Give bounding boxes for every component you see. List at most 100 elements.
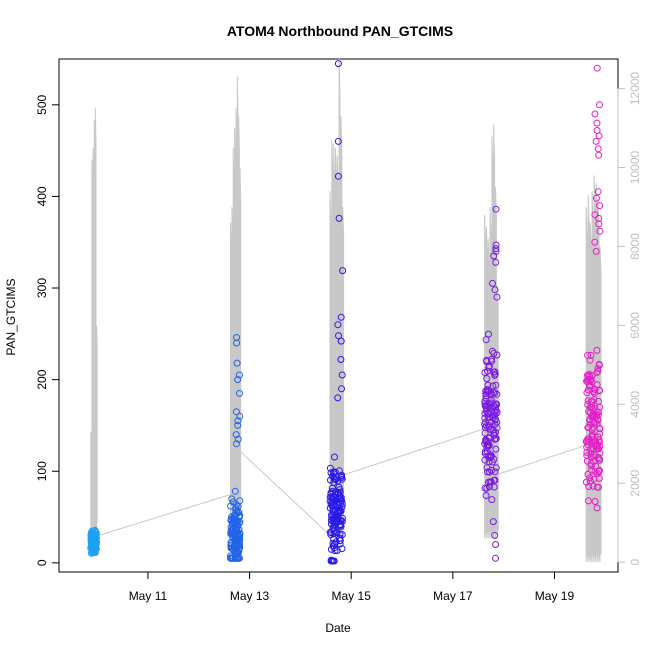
data-point (492, 245, 500, 253)
data-point (90, 531, 98, 539)
data-point (583, 377, 590, 385)
x-axis-title: Date (325, 621, 351, 635)
data-point (493, 424, 501, 432)
data-point (231, 532, 239, 539)
data-point (336, 508, 343, 516)
data-point (588, 438, 596, 446)
data-point (235, 554, 243, 562)
data-point (591, 110, 599, 118)
data-point (482, 394, 490, 402)
data-point (587, 462, 595, 470)
data-point (326, 464, 334, 472)
data-point (337, 313, 345, 321)
data-point (595, 397, 602, 405)
data-point (228, 513, 236, 521)
data-point (337, 356, 345, 363)
data-point (334, 172, 342, 180)
data-point (235, 544, 243, 552)
data-point (587, 351, 595, 359)
data-point (481, 409, 489, 417)
data-point (592, 194, 600, 202)
data-point (491, 286, 499, 294)
data-point (232, 431, 240, 439)
data-point (236, 497, 244, 505)
data-point (331, 547, 339, 555)
data-point (336, 534, 344, 542)
data-point (492, 541, 500, 548)
data-point (487, 418, 495, 426)
data-point (330, 478, 338, 486)
data-point (590, 445, 597, 452)
data-point (593, 64, 601, 72)
y-tick-label: 300 (35, 278, 49, 298)
data-point (484, 381, 492, 389)
data-point (482, 387, 490, 395)
data-point (492, 381, 500, 389)
data-point (486, 400, 494, 408)
data-point (493, 293, 501, 301)
data-point (593, 346, 601, 354)
data-point (594, 188, 602, 196)
data-point (329, 472, 336, 480)
data-point (334, 394, 342, 402)
data-point (338, 545, 346, 553)
data-point (585, 423, 592, 431)
data-point (481, 440, 489, 448)
data-point (584, 401, 592, 408)
data-point (594, 416, 602, 424)
data-point (595, 132, 603, 140)
data-point (589, 482, 597, 490)
x-tick-label: May 17 (433, 589, 473, 603)
secondary-line-series-2 (230, 76, 242, 515)
data-point (595, 151, 603, 159)
data-point (588, 430, 596, 438)
data-point (335, 332, 342, 340)
data-point (490, 483, 498, 491)
data-point (588, 426, 596, 434)
data-point (492, 205, 500, 213)
data-point (484, 468, 491, 476)
point-cluster-2016-05-17 (481, 205, 501, 562)
data-point (488, 496, 496, 504)
data-point (583, 452, 591, 460)
data-point (337, 472, 345, 480)
data-point (586, 356, 594, 364)
data-point (596, 456, 604, 464)
chart-title: ATOM4 Northbound PAN_GTCIMS (227, 23, 453, 39)
data-point (594, 367, 602, 375)
data-point (228, 544, 236, 552)
data-point (481, 484, 489, 492)
data-point (591, 238, 599, 246)
data-point (490, 388, 498, 396)
data-point (593, 119, 601, 127)
data-point (592, 462, 600, 470)
data-point (336, 537, 344, 545)
data-point (483, 358, 491, 365)
data-point (330, 557, 338, 565)
data-point (338, 531, 346, 539)
data-point (489, 279, 496, 287)
data-point (492, 554, 499, 562)
data-point (233, 535, 241, 543)
data-point (227, 502, 235, 510)
data-point (483, 464, 491, 472)
data-point (491, 371, 499, 379)
data-point (585, 407, 593, 415)
data-point (335, 483, 343, 491)
y2-tick-label: 8000 (628, 233, 642, 260)
data-point (591, 211, 599, 219)
data-point (591, 404, 599, 412)
data-point (332, 529, 340, 536)
data-point (492, 445, 500, 453)
secondary-line-series-5 (585, 175, 602, 563)
data-point (592, 443, 600, 451)
data-point (234, 435, 242, 443)
data-point (233, 440, 240, 448)
data-point (596, 430, 604, 438)
data-point (488, 347, 496, 355)
data-point (331, 453, 338, 461)
y2-tick-label: 2000 (628, 470, 642, 497)
y-tick-label: 200 (35, 369, 49, 389)
y2-tick-label: 12000 (628, 72, 642, 106)
